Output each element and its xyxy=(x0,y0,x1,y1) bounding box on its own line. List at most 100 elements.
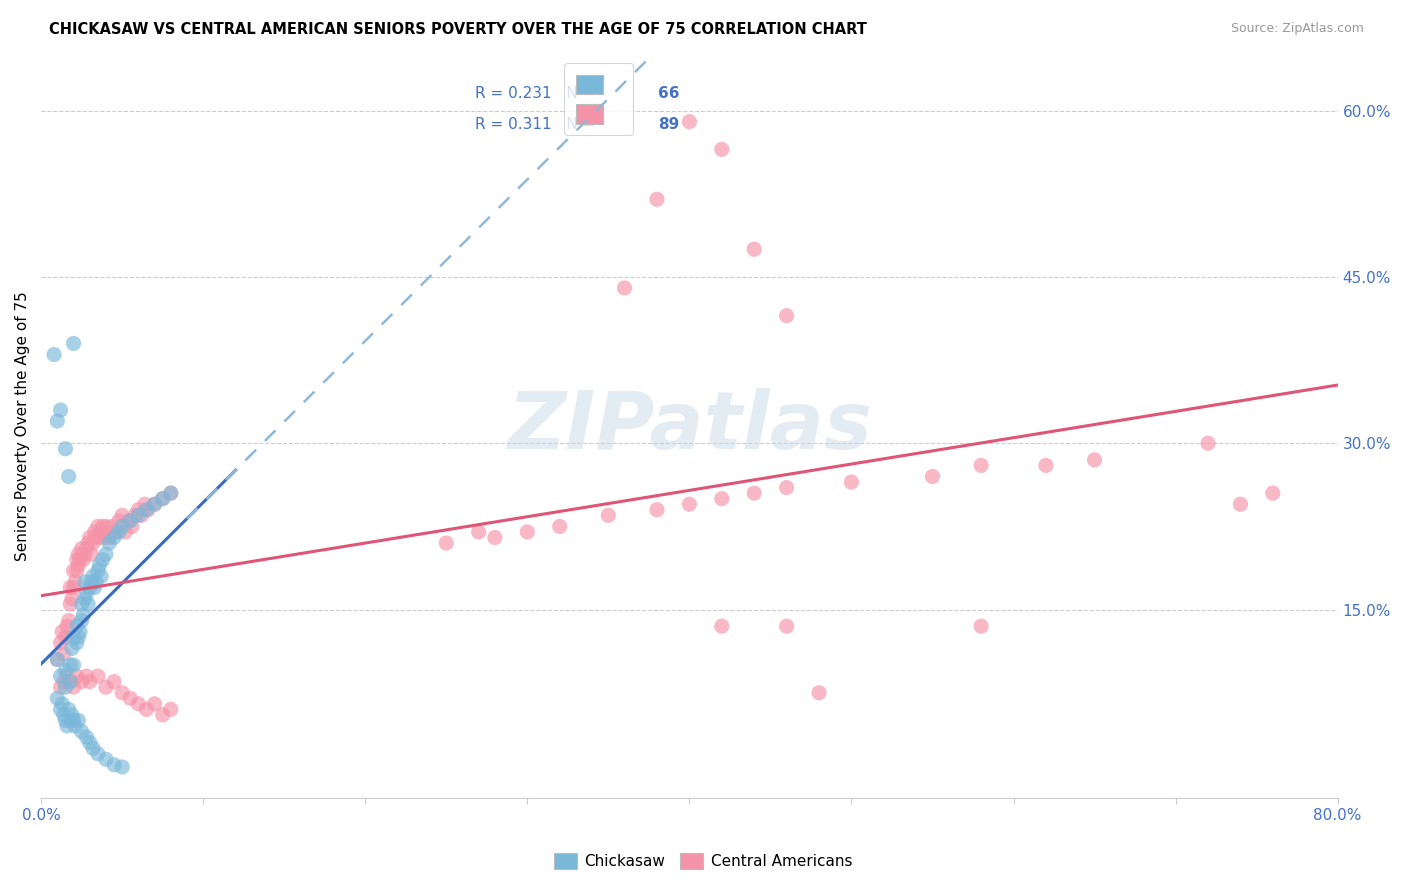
Point xyxy=(73,574,96,589)
Point xyxy=(60,591,83,606)
Point xyxy=(49,403,72,417)
Point xyxy=(56,619,79,633)
Point xyxy=(80,547,103,561)
Point xyxy=(67,558,90,573)
Point xyxy=(645,502,668,516)
Point xyxy=(152,491,174,506)
Point xyxy=(46,652,69,666)
Point xyxy=(59,597,82,611)
Point xyxy=(55,664,77,678)
Point xyxy=(742,242,765,256)
Point xyxy=(94,547,117,561)
Point xyxy=(77,536,100,550)
Point xyxy=(58,469,80,483)
Point xyxy=(117,514,139,528)
Point xyxy=(1261,486,1284,500)
Point xyxy=(103,757,125,772)
Point xyxy=(121,519,143,533)
Point xyxy=(127,508,149,523)
Point xyxy=(52,707,75,722)
Point xyxy=(111,686,134,700)
Point xyxy=(52,674,75,689)
Point xyxy=(89,531,111,545)
Point xyxy=(87,564,110,578)
Point xyxy=(83,524,105,539)
Point xyxy=(710,142,733,156)
Point xyxy=(67,714,90,728)
Point xyxy=(111,508,134,523)
Point xyxy=(124,508,146,523)
Point xyxy=(60,707,83,722)
Point xyxy=(79,674,101,689)
Text: 89: 89 xyxy=(658,118,679,132)
Point xyxy=(70,597,93,611)
Point xyxy=(136,502,159,516)
Point xyxy=(1229,497,1251,511)
Point xyxy=(84,574,107,589)
Point xyxy=(94,680,117,694)
Point xyxy=(434,536,457,550)
Point xyxy=(87,747,110,761)
Point xyxy=(63,719,86,733)
Point xyxy=(83,581,105,595)
Point xyxy=(67,630,90,644)
Point xyxy=(70,614,93,628)
Point xyxy=(70,541,93,556)
Point xyxy=(1035,458,1057,473)
Point xyxy=(55,442,77,456)
Point xyxy=(76,730,98,744)
Point xyxy=(808,686,831,700)
Point xyxy=(76,541,98,556)
Point xyxy=(970,458,993,473)
Point xyxy=(114,524,136,539)
Point xyxy=(46,691,69,706)
Point xyxy=(598,508,620,523)
Point xyxy=(111,760,134,774)
Point xyxy=(484,531,506,545)
Point xyxy=(42,347,65,361)
Point xyxy=(59,714,82,728)
Point xyxy=(159,702,181,716)
Point xyxy=(127,697,149,711)
Point xyxy=(135,502,157,516)
Point xyxy=(548,519,571,533)
Point xyxy=(87,519,110,533)
Point xyxy=(76,586,98,600)
Point xyxy=(841,475,863,489)
Point xyxy=(66,669,89,683)
Text: 66: 66 xyxy=(658,87,679,101)
Point xyxy=(72,608,94,623)
Point xyxy=(62,658,84,673)
Point xyxy=(98,536,121,550)
Point xyxy=(82,536,104,550)
Point xyxy=(49,636,72,650)
Text: Source: ZipAtlas.com: Source: ZipAtlas.com xyxy=(1230,22,1364,36)
Point xyxy=(62,581,84,595)
Point xyxy=(143,497,166,511)
Point xyxy=(135,702,157,716)
Point xyxy=(101,519,124,533)
Point xyxy=(742,486,765,500)
Point xyxy=(970,619,993,633)
Point xyxy=(1083,453,1105,467)
Point xyxy=(93,531,115,545)
Point xyxy=(94,519,117,533)
Y-axis label: Seniors Poverty Over the Age of 75: Seniors Poverty Over the Age of 75 xyxy=(15,292,30,561)
Point xyxy=(55,630,77,644)
Point xyxy=(108,524,131,539)
Point xyxy=(70,724,93,739)
Point xyxy=(62,714,84,728)
Point xyxy=(69,624,91,639)
Point xyxy=(62,336,84,351)
Point xyxy=(62,630,84,644)
Point xyxy=(56,669,79,683)
Point xyxy=(69,552,91,566)
Point xyxy=(58,614,80,628)
Point xyxy=(79,736,101,750)
Point xyxy=(89,558,111,573)
Legend: Chickasaw, Central Americans: Chickasaw, Central Americans xyxy=(547,847,859,875)
Point xyxy=(62,564,84,578)
Point xyxy=(467,524,489,539)
Point xyxy=(59,581,82,595)
Point xyxy=(131,508,153,523)
